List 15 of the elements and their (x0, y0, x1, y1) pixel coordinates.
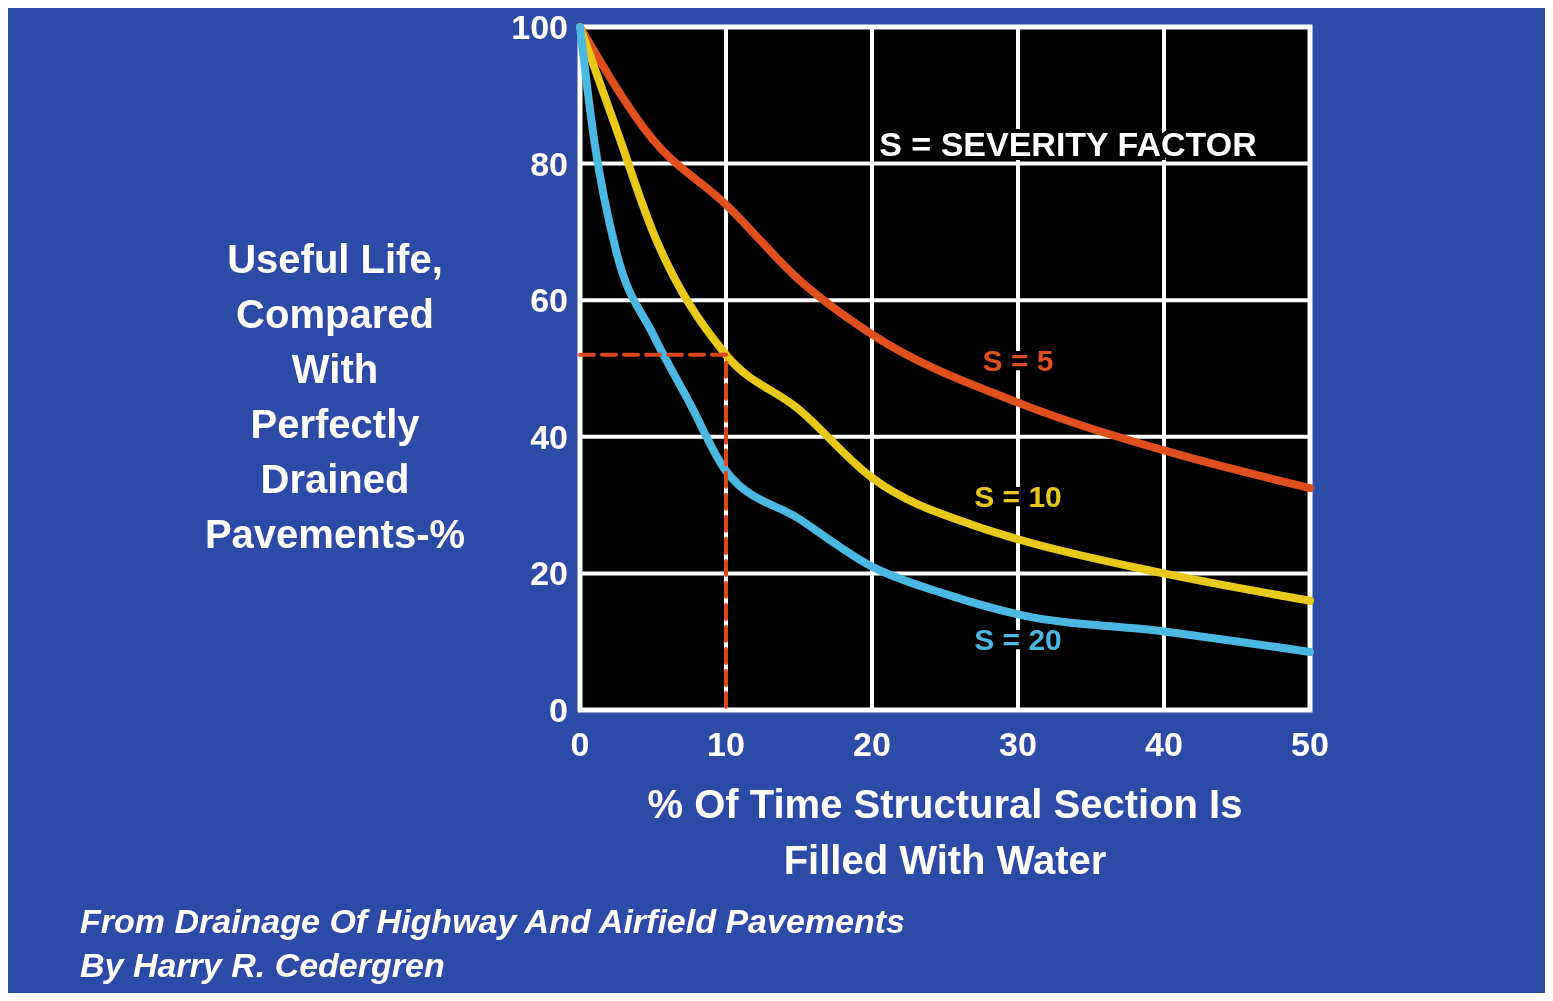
x-tick-label: 30 (999, 725, 1037, 763)
text: From Drainage Of Highway And Airfield Pavements (80, 902, 905, 940)
x-tick-label: 20 (853, 725, 891, 763)
x-axis-title: % Of Time Structural Section Is Filled With Water (647, 782, 1243, 882)
y-tick-label: 80 (530, 144, 568, 183)
y-tick-label: 0 (549, 691, 568, 729)
y-tick-label: 60 (530, 281, 568, 320)
y-axis-title: Useful Life, Compared With Perfectly Drained Pavements-% (204, 237, 466, 556)
y-tick-label: 20 (530, 554, 568, 593)
x-tick-label: 10 (707, 725, 745, 763)
x-tick-label: 40 (1145, 725, 1183, 763)
y-tick-label: 40 (530, 417, 568, 456)
text: By Harry R. Cedergren (80, 946, 445, 984)
x-tick-label: 50 (1291, 725, 1329, 763)
y-tick-label: 100 (511, 8, 568, 46)
